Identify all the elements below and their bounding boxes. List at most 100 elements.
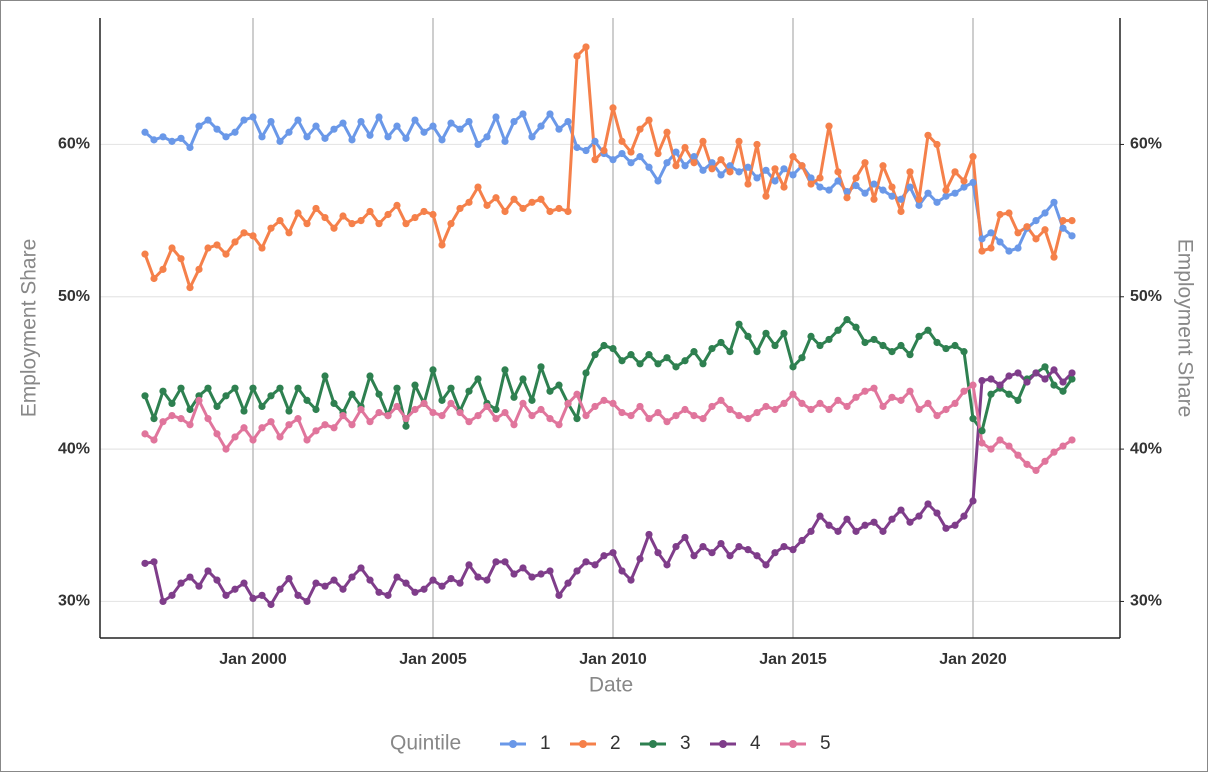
data-point	[726, 405, 734, 414]
data-point	[573, 415, 581, 423]
data-point	[627, 351, 635, 359]
data-point	[906, 351, 914, 359]
data-point	[762, 166, 770, 174]
data-point	[375, 588, 383, 596]
data-point	[1059, 387, 1067, 395]
data-point	[1023, 460, 1031, 468]
data-point	[735, 168, 743, 176]
data-point	[825, 521, 833, 529]
data-point	[204, 567, 212, 575]
data-point	[933, 198, 941, 206]
data-point	[519, 375, 527, 383]
data-point	[636, 402, 644, 411]
data-point	[1059, 442, 1067, 450]
y-axis-title: Employment Share	[18, 239, 41, 418]
data-point	[618, 137, 626, 145]
data-point	[456, 125, 464, 133]
data-point	[330, 424, 338, 432]
data-point	[753, 408, 761, 417]
data-point	[384, 133, 392, 141]
data-point	[213, 125, 221, 133]
data-point	[654, 549, 662, 557]
y-tick-label: 50%	[58, 288, 90, 305]
data-point	[843, 194, 851, 202]
data-point	[663, 159, 671, 167]
data-point	[1050, 198, 1058, 206]
data-point	[285, 574, 293, 583]
data-point	[942, 405, 950, 414]
data-point	[654, 177, 662, 185]
data-point	[294, 415, 302, 423]
legend: Quintile 1 2 3 4 5	[390, 732, 831, 755]
data-point	[231, 433, 239, 441]
data-point	[789, 390, 797, 398]
data-point	[276, 585, 284, 593]
data-point	[564, 207, 572, 216]
data-point	[501, 207, 509, 216]
data-point	[798, 162, 806, 170]
data-point	[717, 156, 725, 164]
data-point	[546, 110, 554, 118]
legend-label: 5	[820, 733, 831, 754]
data-point	[960, 183, 968, 191]
data-point	[708, 159, 716, 167]
data-point	[717, 171, 725, 179]
data-point	[978, 427, 986, 435]
data-point	[762, 561, 770, 569]
data-point	[798, 536, 806, 545]
data-point	[951, 399, 959, 408]
data-point	[681, 143, 689, 152]
data-point	[717, 539, 725, 548]
data-point	[591, 561, 599, 569]
data-point	[1014, 396, 1022, 404]
data-point	[465, 387, 473, 395]
legend-label: 1	[540, 733, 551, 754]
data-point	[339, 119, 347, 127]
data-point	[744, 163, 752, 171]
data-point	[780, 329, 788, 337]
data-point	[690, 348, 698, 356]
data-point	[492, 113, 500, 121]
data-point	[735, 137, 743, 145]
data-point	[483, 201, 491, 209]
legend-label: 4	[750, 733, 761, 754]
data-point	[843, 402, 851, 411]
data-point	[168, 399, 176, 408]
data-point	[699, 542, 707, 551]
data-point	[213, 402, 221, 411]
data-point	[510, 117, 518, 126]
data-point	[762, 402, 770, 411]
data-point	[474, 411, 482, 420]
data-point	[870, 180, 878, 188]
data-point	[285, 421, 293, 429]
x-tick-label: Jan 2005	[399, 651, 467, 668]
data-point	[492, 558, 500, 566]
data-point	[330, 576, 338, 584]
data-point	[582, 558, 590, 566]
data-point	[150, 558, 158, 566]
data-point	[753, 174, 761, 182]
data-point	[915, 512, 923, 520]
data-point	[1014, 229, 1022, 237]
data-point	[537, 122, 545, 130]
data-point	[555, 125, 563, 133]
data-point	[951, 168, 959, 176]
data-point	[366, 372, 374, 380]
data-point	[600, 341, 608, 350]
data-point	[1014, 244, 1022, 252]
data-point	[222, 445, 230, 453]
data-point	[546, 207, 554, 216]
legend-dot	[649, 740, 657, 748]
data-point	[402, 134, 410, 142]
y2-tick-label: 30%	[1130, 593, 1162, 610]
data-point	[555, 591, 563, 599]
data-point	[807, 527, 815, 535]
data-point	[726, 552, 734, 560]
data-point	[447, 220, 455, 228]
data-point	[600, 552, 608, 560]
data-point	[663, 354, 671, 362]
data-point	[969, 381, 977, 389]
data-point	[663, 561, 671, 569]
data-point	[1059, 224, 1067, 232]
data-point	[636, 153, 644, 161]
